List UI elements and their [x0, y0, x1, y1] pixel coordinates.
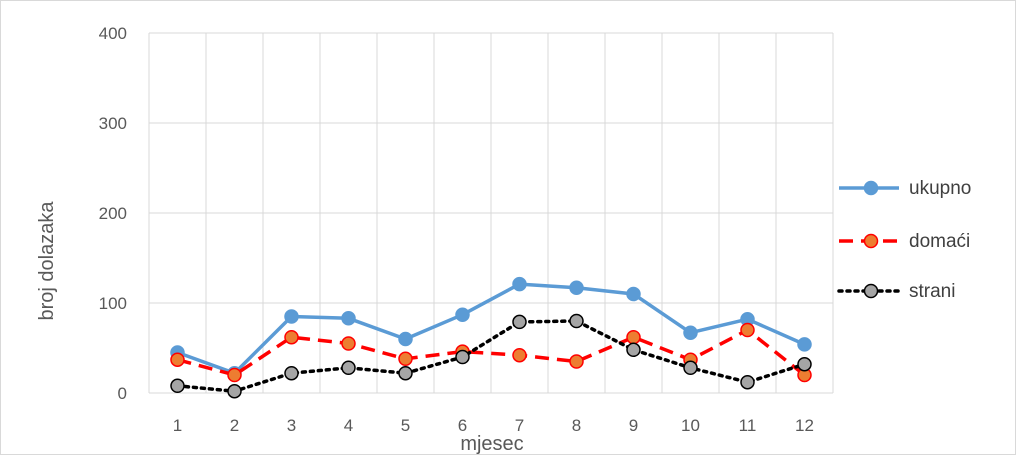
x-tick-label: 9: [629, 416, 638, 435]
data-point: [170, 352, 185, 367]
x-tick-label: 1: [173, 416, 182, 435]
legend-marker: [863, 233, 879, 249]
data-point: [626, 329, 641, 345]
grid: [148, 32, 834, 394]
data-point: [227, 367, 242, 383]
data-point: [512, 276, 527, 292]
y-axis-title: broj dolazaka: [36, 201, 58, 321]
data-point: [626, 342, 641, 358]
x-tick-label: 8: [572, 416, 581, 435]
data-point: [569, 313, 584, 329]
data-point: [227, 383, 242, 399]
data-point: [455, 349, 470, 365]
y-tick-label: 400: [99, 24, 127, 43]
data-point: [341, 311, 356, 326]
data-point: [740, 322, 755, 338]
data-point: [797, 337, 812, 352]
x-axis-title: mjesec: [460, 433, 523, 455]
legend-entry: ukupno: [839, 178, 971, 199]
series-line: [175, 319, 807, 393]
legend-entry: strani: [837, 281, 955, 302]
data-point: [284, 365, 299, 381]
y-tick-label: 300: [99, 114, 127, 133]
legend-label: ukupno: [909, 178, 971, 199]
x-tick-label: 11: [739, 416, 757, 435]
data-point: [626, 286, 641, 302]
data-point: [341, 360, 356, 376]
x-axis-ticks: 1 2 3 4 5 6 7 8 9 10 11 12: [173, 416, 814, 435]
data-point: [284, 309, 299, 324]
y-axis-ticks: 0 100 200 300 400: [99, 24, 127, 403]
data-point: [569, 280, 584, 295]
data-point: [512, 347, 527, 363]
data-point: [683, 360, 698, 376]
series: [170, 276, 812, 399]
x-tick-label: 2: [230, 416, 239, 435]
x-tick-label: 7: [515, 416, 524, 435]
y-tick-label: 200: [99, 204, 127, 223]
legend: ukupno domaći strani: [837, 178, 971, 302]
legend-entry: domaći: [839, 231, 970, 252]
data-point: [284, 329, 299, 345]
data-point: [512, 314, 527, 330]
y-tick-label: 100: [99, 294, 127, 313]
x-tick-label: 5: [401, 416, 410, 435]
data-point: [341, 336, 356, 351]
data-point: [170, 378, 185, 394]
x-tick-label: 3: [287, 416, 296, 435]
x-tick-label: 12: [795, 416, 814, 435]
x-tick-label: 6: [458, 416, 467, 435]
x-tick-label: 10: [681, 416, 700, 435]
y-tick-label: 0: [118, 384, 127, 403]
series-3: [170, 313, 812, 399]
data-point: [398, 351, 413, 367]
data-point: [398, 331, 413, 347]
data-point: [683, 325, 698, 340]
x-tick-label: 4: [344, 416, 353, 435]
series-line: [177, 328, 806, 377]
legend-label: domaći: [909, 231, 970, 252]
legend-marker: [863, 180, 879, 196]
data-point: [398, 365, 413, 381]
data-point: [797, 356, 812, 372]
legend-marker: [863, 283, 879, 299]
data-point: [455, 307, 470, 322]
data-point: [740, 374, 755, 390]
data-point: [569, 354, 584, 369]
series-line: [176, 282, 806, 375]
legend-label: strani: [909, 281, 955, 302]
